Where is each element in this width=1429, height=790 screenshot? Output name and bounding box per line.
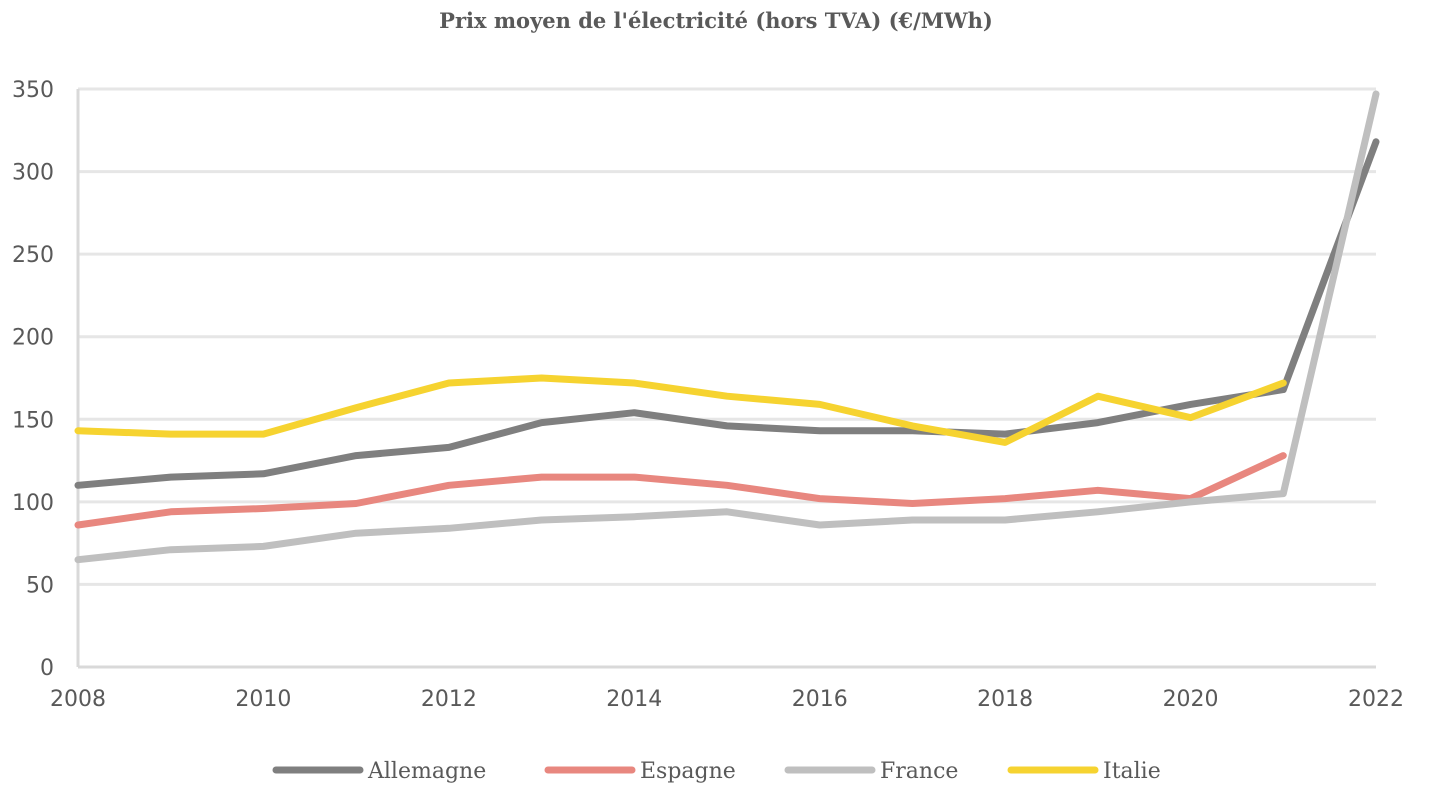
series-lines [74,90,1380,564]
x-tick-label: 2016 [792,687,848,712]
y-tick-label: 300 [12,161,54,186]
x-tick-label: 2020 [1163,687,1219,712]
x-tick-label: 2018 [977,687,1033,712]
legend: Allemagne Espagne France Italie [272,759,1161,784]
x-tick-label: 2010 [235,687,291,712]
legend-label: Allemagne [367,759,486,784]
series-line-espagne [74,452,1287,529]
x-tick-label: 2022 [1348,687,1404,712]
y-axis-ticks: 0 50 100 150 200 250 300 350 [12,78,54,681]
y-tick-label: 200 [12,326,54,351]
series-line-france [74,90,1380,564]
chart-title: Prix moyen de l'électricité (hors TVA) (… [439,8,993,33]
x-tick-label: 2008 [50,687,106,712]
y-tick-label: 0 [40,656,54,681]
y-tick-label: 350 [12,78,54,103]
legend-label: France [880,759,958,784]
series-line-italie [74,374,1287,446]
legend-label: Espagne [640,759,736,784]
y-tick-label: 150 [12,408,54,433]
y-tick-label: 250 [12,243,54,268]
x-axis-ticks: 2008 2010 2012 2014 2016 2018 2020 2022 [50,687,1404,712]
gridlines [76,87,1376,669]
y-tick-label: 100 [12,491,54,516]
x-tick-label: 2012 [421,687,477,712]
y-tick-label: 50 [26,573,54,598]
legend-label: Italie [1103,759,1161,784]
x-tick-label: 2014 [606,687,662,712]
